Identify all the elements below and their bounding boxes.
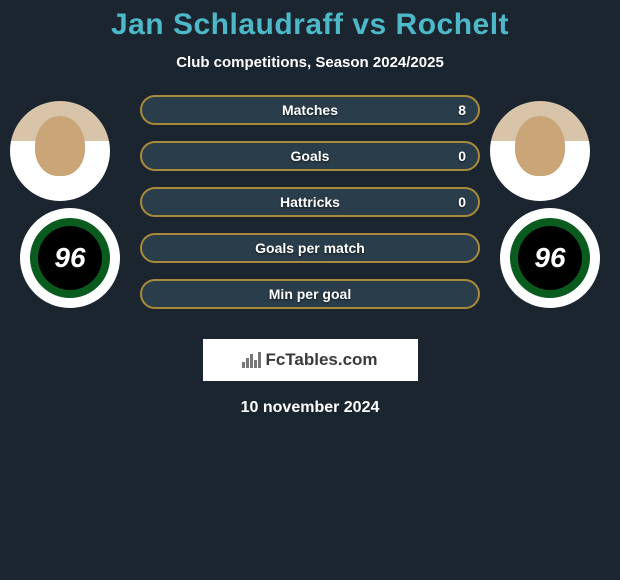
- stat-row-hattricks: Hattricks 0: [140, 187, 480, 217]
- stat-rows: Matches 8 Goals 0 Hattricks 0 Goals per …: [140, 95, 480, 325]
- date-text: 10 november 2024: [0, 399, 620, 417]
- watermark-text: FcTables.com: [265, 350, 377, 370]
- left-club-logo: 96: [20, 208, 120, 308]
- subtitle: Club competitions, Season 2024/2025: [0, 54, 620, 71]
- left-player-photo: [10, 101, 110, 201]
- stat-label: Min per goal: [269, 286, 351, 302]
- stat-label: Matches: [282, 102, 338, 118]
- right-club-logo: 96: [500, 208, 600, 308]
- page-title: Jan Schlaudraff vs Rochelt: [0, 0, 620, 42]
- watermark: FcTables.com: [203, 339, 418, 381]
- stat-right-value: 8: [458, 102, 466, 118]
- left-club-number: 96: [54, 242, 85, 274]
- stat-label: Goals per match: [255, 240, 365, 256]
- stat-label: Hattricks: [280, 194, 340, 210]
- stat-row-goals-per-match: Goals per match: [140, 233, 480, 263]
- stat-right-value: 0: [458, 148, 466, 164]
- stat-row-matches: Matches 8: [140, 95, 480, 125]
- bar-chart-icon: [242, 352, 261, 368]
- stat-label: Goals: [291, 148, 330, 164]
- stat-right-value: 0: [458, 194, 466, 210]
- right-club-number: 96: [534, 242, 565, 274]
- stat-row-min-per-goal: Min per goal: [140, 279, 480, 309]
- comparison-area: 96 96 Matches 8 Goals 0 Hattricks 0 Goal…: [0, 101, 620, 331]
- stat-row-goals: Goals 0: [140, 141, 480, 171]
- right-player-photo: [490, 101, 590, 201]
